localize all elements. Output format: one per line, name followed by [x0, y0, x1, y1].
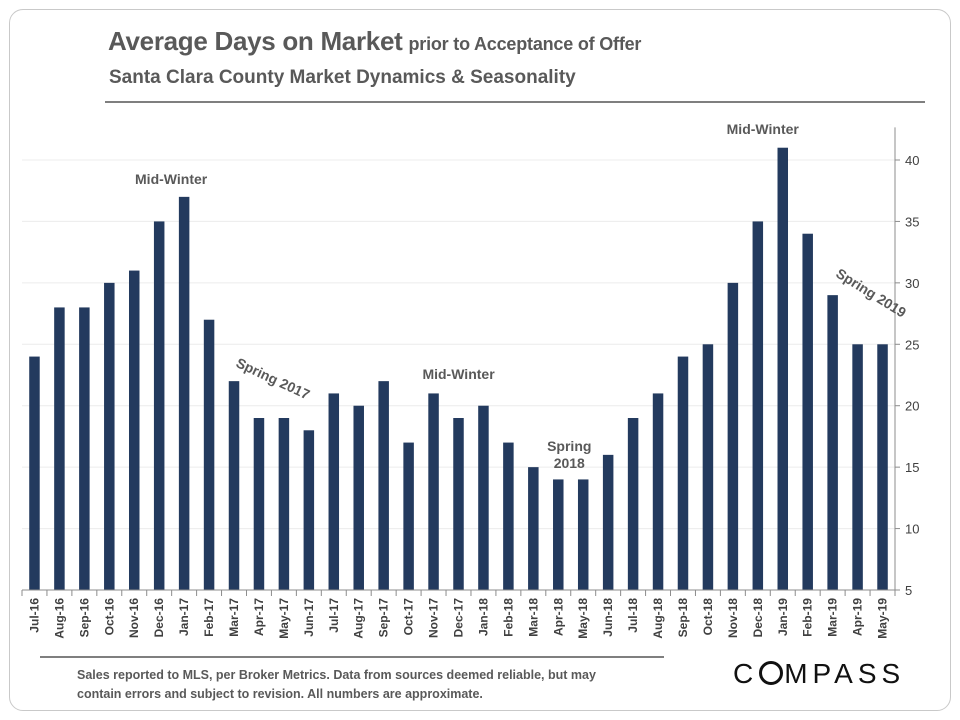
x-tick-label: Jul-16 — [27, 598, 41, 633]
y-tick-label: 30 — [905, 276, 919, 291]
bar — [627, 418, 639, 590]
x-tick-label: Oct-17 — [402, 598, 416, 636]
x-tick-label: Jun-18 — [601, 598, 615, 637]
bar — [278, 418, 290, 590]
annotation-label: Spring 2017 — [234, 354, 313, 402]
x-tick-label: Sep-18 — [676, 598, 690, 638]
x-tick-label: Dec-18 — [751, 598, 765, 638]
x-tick-label: Dec-16 — [152, 598, 166, 638]
x-tick-label: Feb-19 — [801, 598, 815, 637]
bar — [702, 344, 714, 590]
footer-divider — [40, 656, 664, 658]
x-tick-label: Nov-18 — [726, 598, 740, 638]
title-main: Average Days on Market — [108, 26, 403, 56]
x-tick-label: Sep-16 — [77, 598, 91, 638]
bar — [528, 467, 539, 590]
bar — [577, 479, 589, 590]
bar — [503, 442, 514, 590]
bar — [802, 233, 813, 590]
x-tick-label: Aug-18 — [651, 598, 665, 639]
annotation-line: Spring — [547, 438, 591, 454]
x-tick-label: Jan-19 — [776, 598, 790, 636]
bar — [253, 418, 265, 590]
bar — [777, 147, 789, 590]
bar — [727, 282, 739, 590]
bar — [54, 307, 65, 590]
bar — [303, 430, 315, 590]
annotation-label: Mid-Winter — [135, 171, 208, 187]
compass-logo: C MPASS — [733, 658, 906, 689]
logo-ring — [759, 661, 784, 685]
chart-subtitle: Santa Clara County Market Dynamics & Sea… — [109, 67, 576, 88]
slide-frame — [9, 9, 951, 711]
x-tick-label: Mar-17 — [227, 598, 241, 637]
chart-title: Average Days on Market prior to Acceptanc… — [108, 26, 641, 57]
bar — [378, 381, 389, 590]
y-tick-label: 35 — [905, 214, 919, 229]
bar — [403, 442, 414, 590]
bar — [428, 393, 439, 590]
bar — [677, 356, 689, 590]
annotation-line: 2018 — [554, 455, 585, 471]
bar — [353, 405, 364, 590]
annotation-label: Mid-Winter — [422, 366, 495, 382]
x-tick-label: Jul-17 — [327, 598, 341, 633]
bar — [153, 221, 165, 590]
bar — [79, 307, 90, 590]
source-note: Sales reported to MLS, per Broker Metric… — [77, 668, 596, 701]
x-tick-label: Apr-17 — [252, 598, 266, 636]
x-tick-label: Aug-16 — [52, 598, 66, 639]
bar — [602, 454, 614, 590]
x-tick-label: Nov-17 — [427, 598, 441, 638]
bar — [453, 418, 464, 590]
x-tick-label: Aug-17 — [352, 598, 366, 639]
bar — [752, 221, 764, 590]
x-tick-label: May-19 — [876, 598, 890, 639]
x-tick-label: Jul-18 — [626, 598, 640, 633]
bar — [29, 356, 40, 590]
x-tick-label: Mar-18 — [526, 598, 540, 637]
x-tick-label: Oct-16 — [102, 598, 116, 636]
annotation-label: Mid-Winter — [727, 121, 800, 137]
bar — [128, 270, 140, 590]
y-tick-label: 15 — [905, 460, 919, 475]
bar — [478, 405, 489, 590]
bar — [877, 344, 888, 590]
bar — [652, 393, 664, 590]
x-tick-label: Dec-17 — [452, 598, 466, 638]
x-tick-label: Apr-18 — [551, 598, 565, 636]
x-tick-label: Apr-19 — [851, 598, 865, 636]
title-divider — [105, 101, 925, 103]
x-tick-label: Sep-17 — [377, 598, 391, 638]
bar — [827, 295, 838, 590]
bar — [553, 479, 564, 590]
title-tail: prior to Acceptance of Offer — [408, 34, 642, 54]
x-tick-label: Jan-18 — [476, 598, 490, 636]
bar — [104, 282, 115, 590]
x-tick-label: Feb-17 — [202, 598, 216, 637]
x-tick-label: May-18 — [576, 598, 590, 639]
annotation-label: Spring 2018 — [547, 438, 591, 471]
bar — [852, 344, 863, 590]
y-tick-label: 20 — [905, 399, 919, 414]
y-tick-label: 10 — [905, 522, 919, 537]
x-tick-label: Nov-16 — [127, 598, 141, 638]
x-tick-label: Jan-17 — [177, 598, 191, 636]
y-tick-label: 25 — [905, 337, 919, 352]
x-tick-label: Jun-17 — [302, 598, 316, 637]
x-tick-label: Mar-19 — [826, 598, 840, 637]
x-tick-label: Feb-18 — [501, 598, 515, 637]
bar — [203, 319, 215, 590]
annotation-label: Spring 2019 — [833, 265, 909, 321]
bar — [228, 381, 240, 590]
x-tick-label: May-17 — [277, 598, 291, 639]
bar — [178, 196, 190, 590]
y-tick-label: 40 — [905, 153, 919, 168]
y-tick-label: 5 — [905, 583, 912, 598]
bar — [328, 393, 340, 590]
x-tick-label: Oct-18 — [701, 598, 715, 636]
